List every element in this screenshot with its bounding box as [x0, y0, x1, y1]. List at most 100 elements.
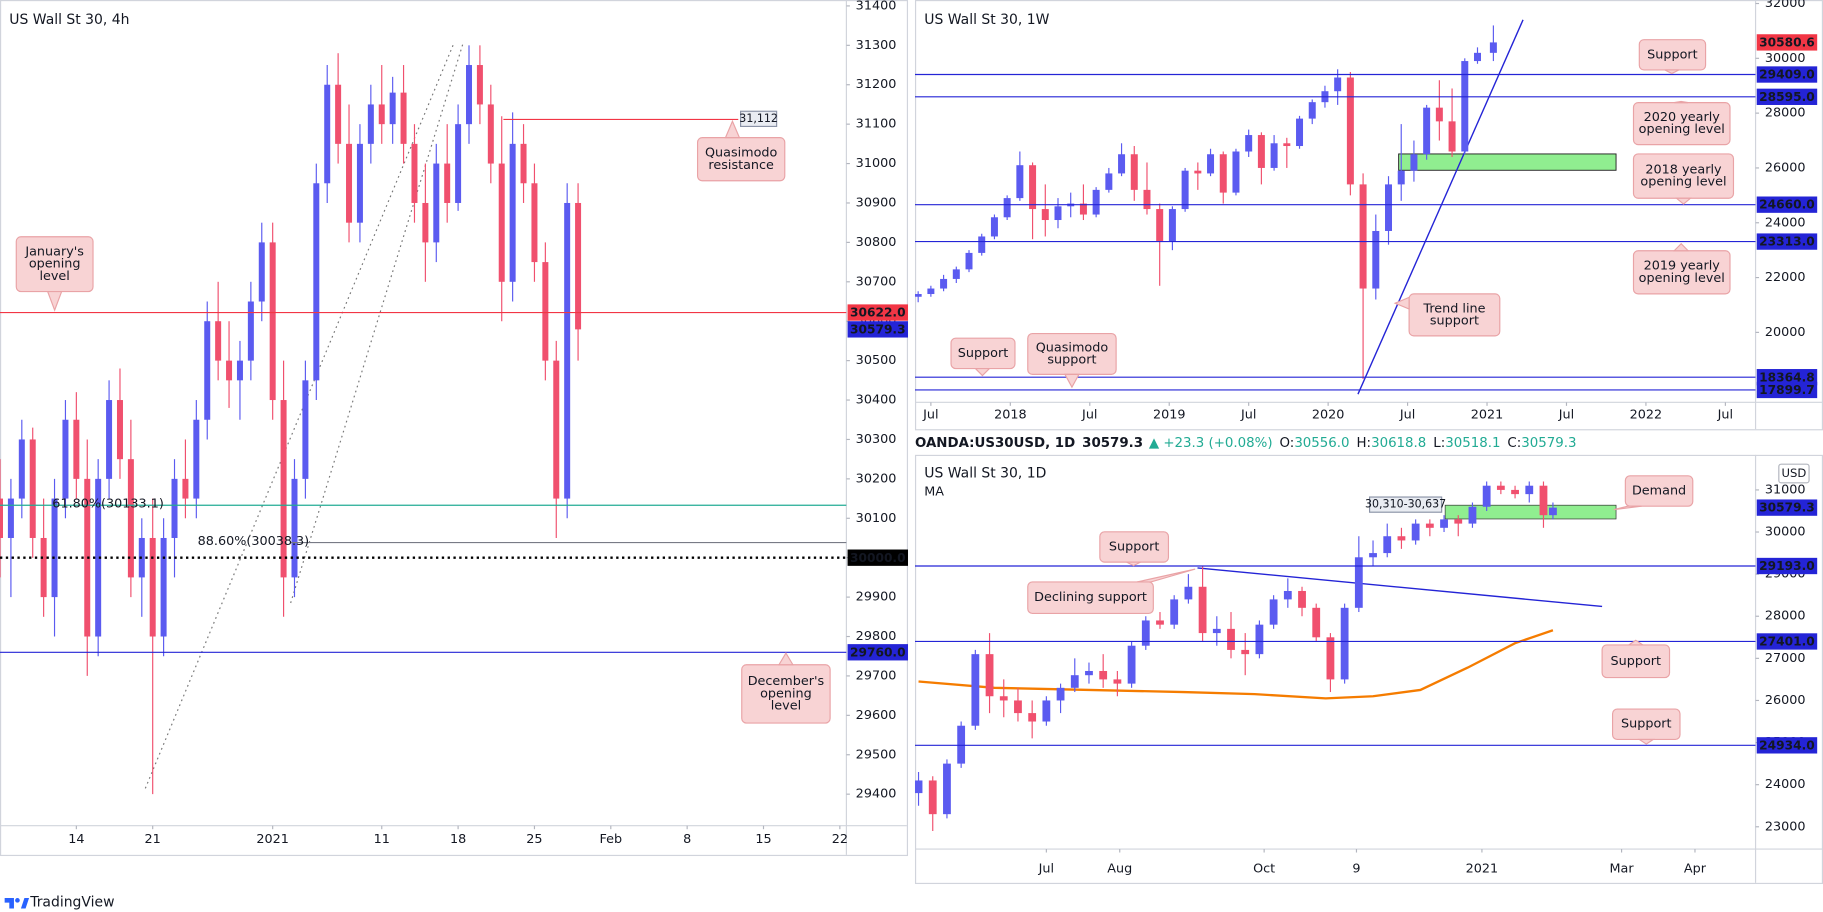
candle-body [466, 65, 473, 125]
candle-body [18, 439, 25, 499]
candle-body [1340, 607, 1349, 680]
candle-body [1461, 61, 1469, 152]
chart-title: US Wall St 30, 4h [9, 12, 129, 28]
candle-body [1312, 607, 1321, 638]
callout-text: Support [1621, 717, 1672, 732]
callout-pointer [1637, 738, 1656, 745]
candle-body [1054, 206, 1062, 221]
candle-body [1397, 170, 1405, 185]
moving-average [918, 629, 1554, 700]
candle-body [1354, 557, 1363, 608]
x-tick-label: 14 [68, 832, 84, 847]
candle-body [1372, 230, 1380, 289]
candle-body [1212, 628, 1221, 634]
candle-body [978, 236, 986, 253]
y-tick-label: 29400 [856, 787, 897, 802]
candle-body [106, 400, 113, 479]
y-tick-label: 23000 [1765, 819, 1806, 834]
y-tick-label: 31300 [856, 38, 897, 53]
callout-text: Support [958, 346, 1009, 361]
callout-text: Support [1611, 654, 1662, 669]
candle-body [356, 143, 363, 223]
candle-body [914, 294, 922, 297]
y-tick-label: 31000 [1765, 482, 1806, 497]
symbol: OANDA:US30USD, 1D [915, 436, 1075, 451]
candle-body [1014, 700, 1022, 714]
price-tag-label: 24934.0 [1759, 738, 1815, 752]
candle-body [1232, 151, 1240, 193]
candle-body [1241, 649, 1250, 655]
candle-body [1127, 645, 1136, 684]
price-tag [1756, 557, 1818, 575]
candle-body [1385, 184, 1393, 231]
candle-body [1198, 586, 1207, 634]
callout-text: Quasimodo [705, 146, 778, 161]
y-tick-label: 31200 [856, 77, 897, 92]
chart-title: US Wall St 30, 1D [924, 465, 1046, 481]
callout-text: Quasimodo [1036, 340, 1109, 355]
y-tick-label: 30000 [1765, 51, 1806, 66]
price-tag-label: 30579.3 [850, 322, 906, 336]
candle-body [1269, 599, 1278, 625]
ohlc-label: C: [1507, 436, 1521, 451]
x-tick-label: Jul [1558, 408, 1574, 423]
callout-box [1408, 293, 1501, 337]
candle-body [455, 124, 462, 203]
callout-text: opening level [1640, 175, 1726, 190]
candle-body [400, 92, 407, 144]
price-tag [1756, 633, 1818, 650]
ohlc-label: L: [1433, 436, 1445, 451]
candle-body [171, 478, 178, 538]
candle-body [1207, 154, 1215, 174]
candle-body [291, 478, 298, 578]
candle-body [247, 301, 254, 361]
y-tick-label: 31400 [856, 0, 897, 13]
callout-box [1624, 475, 1694, 507]
candle-body [520, 143, 527, 184]
candle-body [280, 400, 287, 578]
candle-body [422, 202, 429, 243]
callout-pointer [1136, 568, 1196, 583]
candle-body [1308, 102, 1316, 119]
callout-text: support [1430, 313, 1479, 328]
price-tag [1756, 66, 1818, 83]
pane-frame [914, 0, 1823, 431]
candle-body [149, 537, 156, 637]
candle-body [40, 537, 47, 598]
ohlc-value: 30618.8 [1371, 436, 1426, 451]
candle-body [389, 92, 396, 125]
x-tick-label: 9 [1352, 861, 1360, 876]
candle-body [575, 202, 582, 330]
candle-body [1003, 198, 1011, 218]
price-tag [1756, 233, 1818, 250]
candle-body [324, 84, 331, 184]
candle-body [1473, 52, 1481, 62]
candle-body [1425, 523, 1434, 528]
plot-area [0, 44, 847, 795]
candle-body [1029, 165, 1037, 210]
candle-body [1383, 536, 1392, 554]
y-tick-label: 26000 [1765, 160, 1806, 175]
candle-body [127, 459, 134, 578]
y-tick-label: 22000 [1765, 270, 1806, 285]
trend-line [1357, 19, 1524, 395]
candle-body [927, 288, 935, 295]
price-tag-label: 17899.7 [1759, 383, 1815, 397]
ohlc-value: 30579.3 [1521, 436, 1576, 451]
candle-body [313, 183, 320, 381]
y-tick-label: 30000 [1765, 525, 1806, 540]
candle-body [226, 360, 233, 381]
channel-line [144, 44, 454, 789]
callout-text: support [1047, 353, 1096, 368]
candle-body [335, 84, 342, 144]
candle-body [999, 696, 1008, 701]
candle-body [193, 419, 200, 499]
candle-body [1156, 209, 1164, 242]
plot-area [914, 481, 1756, 832]
currency-box [1778, 463, 1810, 484]
x-tick-label: 15 [755, 832, 771, 847]
price-tag [847, 304, 909, 321]
candle-body [914, 780, 923, 794]
candle-body [1255, 624, 1264, 655]
callout-pointer [1063, 373, 1080, 389]
